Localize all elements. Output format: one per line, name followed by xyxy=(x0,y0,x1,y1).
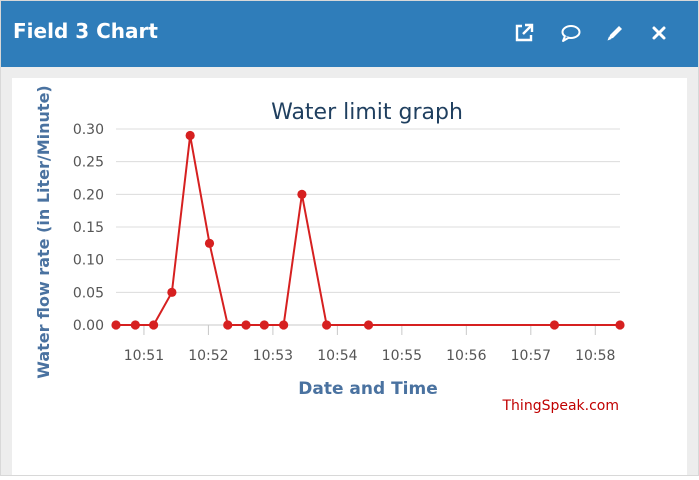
x-tick-label: 10:55 xyxy=(382,348,422,364)
y-tick-label: 0.05 xyxy=(73,285,104,301)
x-tick-label: 10:58 xyxy=(575,348,615,364)
y-axis: 0.00 0.05 0.10 0.15 0.20 0.25 0.30 xyxy=(73,122,104,334)
data-point[interactable] xyxy=(322,320,332,330)
data-point[interactable] xyxy=(111,320,121,330)
close-icon[interactable] xyxy=(645,19,673,47)
y-tick-label: 0.10 xyxy=(73,253,104,269)
grid-lines xyxy=(116,128,620,326)
x-axis: 10:51 10:52 10:53 10:54 10:55 10:56 10:57 10:58 xyxy=(116,324,620,364)
x-tick-label: 10:52 xyxy=(188,348,228,364)
x-tick-label: 10:54 xyxy=(317,348,357,364)
data-point[interactable] xyxy=(149,320,159,330)
y-tick-label: 0.15 xyxy=(73,220,104,236)
data-point[interactable] xyxy=(549,320,560,330)
x-tick-label: 10:57 xyxy=(511,348,551,364)
data-point[interactable] xyxy=(297,189,307,199)
x-tick-label: 10:51 xyxy=(124,348,164,364)
chart-panel: 0.00 0.05 0.10 0.15 0.20 0.25 0.30 10:51 10:52 1… xyxy=(12,78,687,475)
pencil-icon[interactable] xyxy=(601,19,629,47)
data-point[interactable] xyxy=(615,320,625,330)
x-axis-title: Date and Time xyxy=(298,379,438,399)
comment-icon[interactable] xyxy=(557,19,585,47)
y-tick-label: 0.20 xyxy=(73,187,104,203)
series-line xyxy=(116,135,620,326)
y-tick-label: 0.30 xyxy=(73,122,104,138)
line-chart[interactable]: 0.000.050.100.150.200.250.30 10:51 10:52 1… xyxy=(12,78,687,475)
data-point[interactable] xyxy=(241,320,251,330)
data-point[interactable] xyxy=(185,130,195,141)
data-point[interactable] xyxy=(223,320,233,330)
external-link-icon[interactable] xyxy=(510,19,538,47)
window-title: Field 3 Chart xyxy=(13,19,158,43)
data-point[interactable] xyxy=(363,320,374,330)
y-axis-title: Water flow rate (in Liter/Minute) xyxy=(34,85,53,378)
data-point[interactable] xyxy=(204,238,215,248)
series-water-flow xyxy=(111,130,625,330)
y-tick-label: 0.00 xyxy=(73,318,104,334)
x-tick-label: 10:56 xyxy=(446,348,486,364)
y-tick-label: 0.25 xyxy=(73,155,104,171)
window-header: Field 3 Chart xyxy=(1,1,698,67)
thingspeak-credit[interactable]: ThingSpeak.com xyxy=(502,398,620,414)
data-point[interactable] xyxy=(167,287,177,297)
data-point[interactable] xyxy=(279,320,289,330)
data-point[interactable] xyxy=(130,320,140,330)
chart-title: Water limit graph xyxy=(271,100,463,125)
x-tick-label: 10:53 xyxy=(253,348,293,364)
data-point[interactable] xyxy=(259,320,269,330)
